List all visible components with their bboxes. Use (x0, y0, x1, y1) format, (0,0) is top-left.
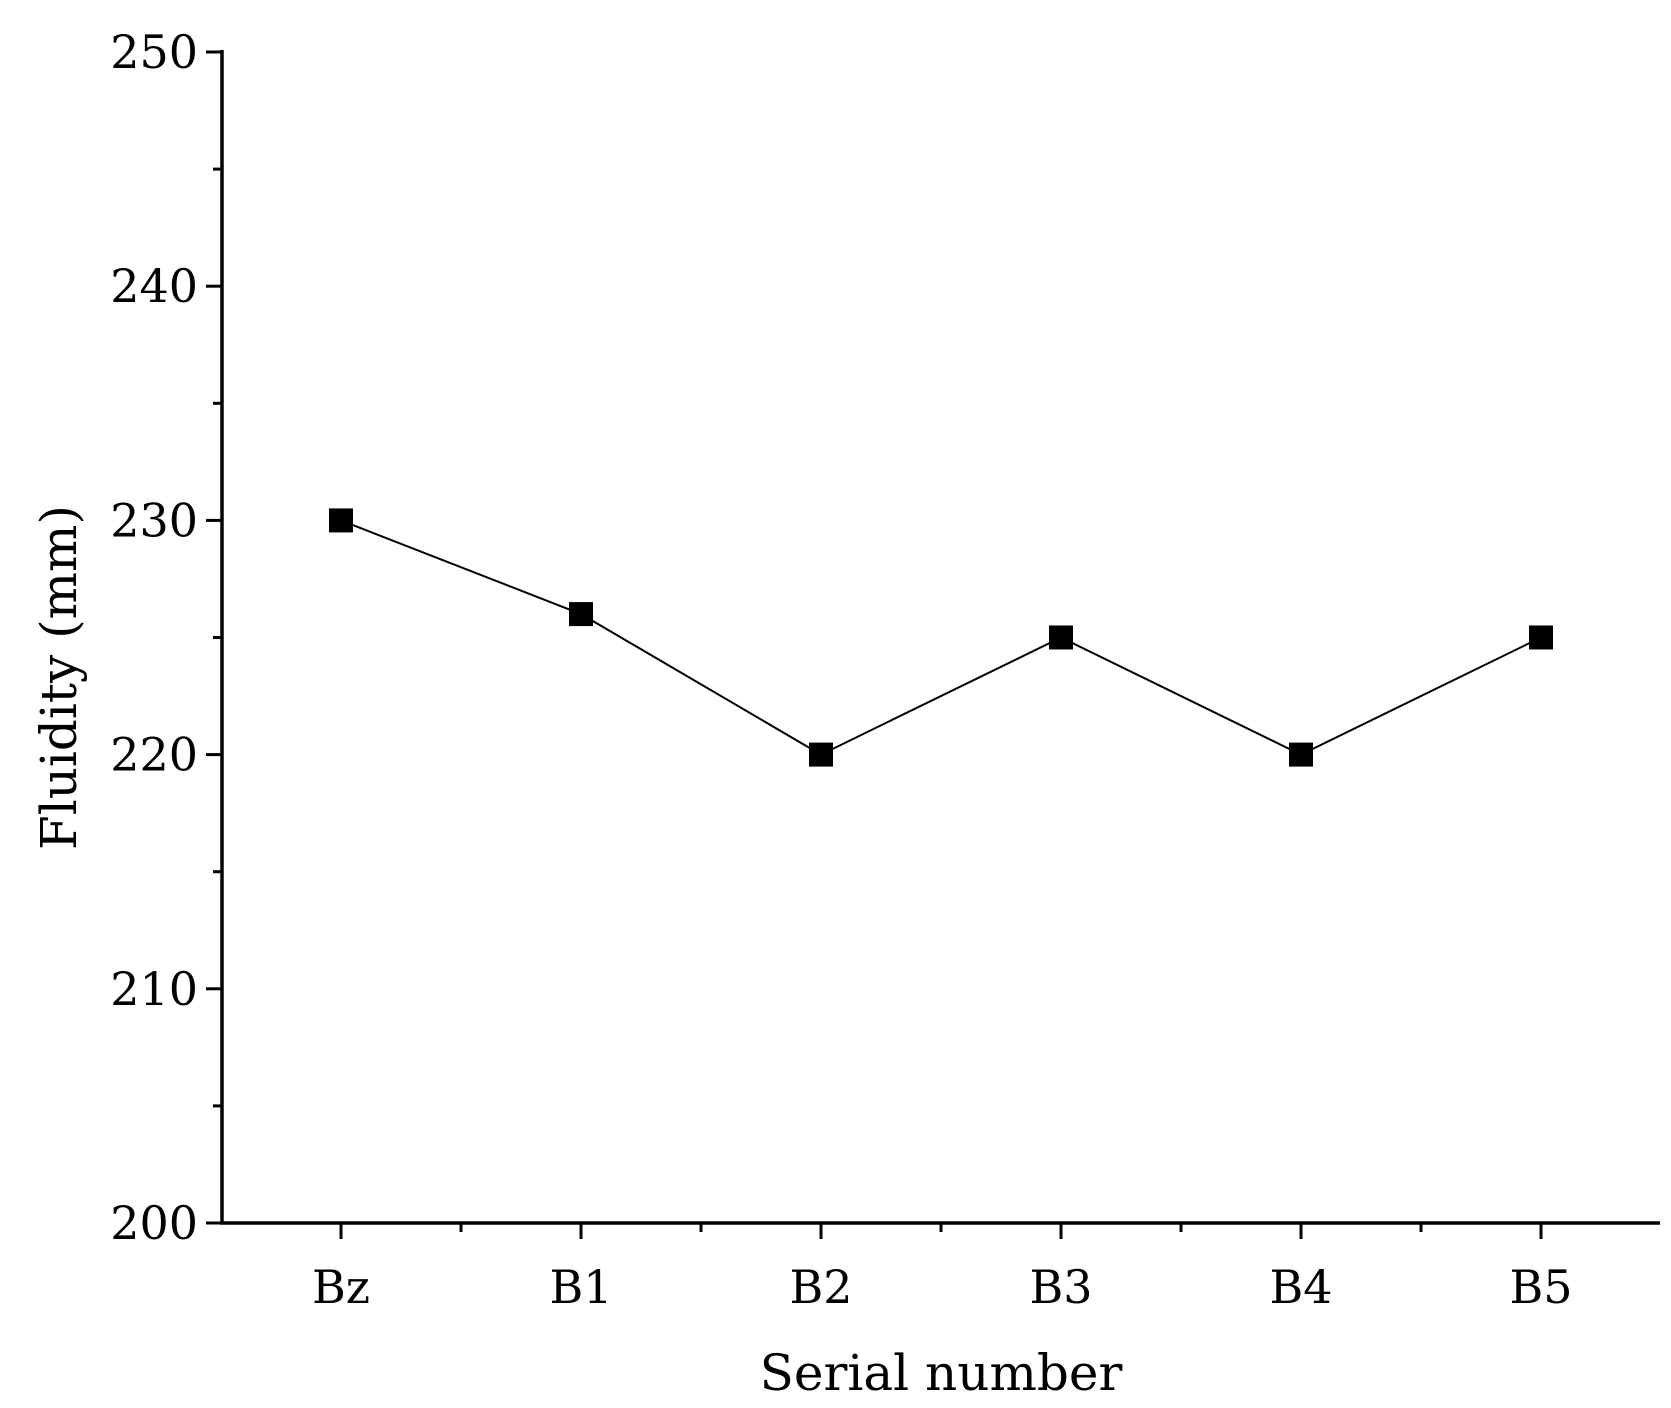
x-tick-label: B2 (789, 1260, 852, 1314)
data-point-marker (329, 508, 353, 533)
y-tick-label: 250 (110, 25, 198, 79)
x-axis-title: Serial number (760, 1344, 1123, 1402)
series-group (329, 508, 1553, 767)
axis-frame (220, 50, 1660, 1225)
x-tick-label: Bz (312, 1260, 370, 1314)
y-tick-label: 200 (110, 1196, 198, 1250)
data-point-marker (1049, 625, 1073, 650)
y-tick-label: 240 (110, 259, 198, 313)
x-tick-label: B1 (549, 1260, 612, 1314)
y-tick-label: 230 (110, 493, 198, 547)
y-axis-title: Fluidity (mm) (30, 505, 88, 850)
y-tick-label: 220 (110, 728, 198, 782)
data-point-marker (809, 742, 833, 767)
x-axis-ticks: Bz B1 B2 B3 B4 B5 (312, 1223, 1573, 1314)
data-point-marker (569, 602, 593, 627)
x-tick-label: B5 (1509, 1260, 1572, 1314)
x-tick-label: B4 (1269, 1260, 1332, 1314)
data-point-marker (1529, 625, 1553, 650)
x-tick-label: B3 (1029, 1260, 1092, 1314)
data-point-marker (1289, 742, 1313, 767)
y-tick-label: 210 (110, 962, 198, 1016)
y-axis-ticks: 200 210 220 230 240 250 (110, 25, 222, 1250)
series-line (340, 519, 1542, 756)
